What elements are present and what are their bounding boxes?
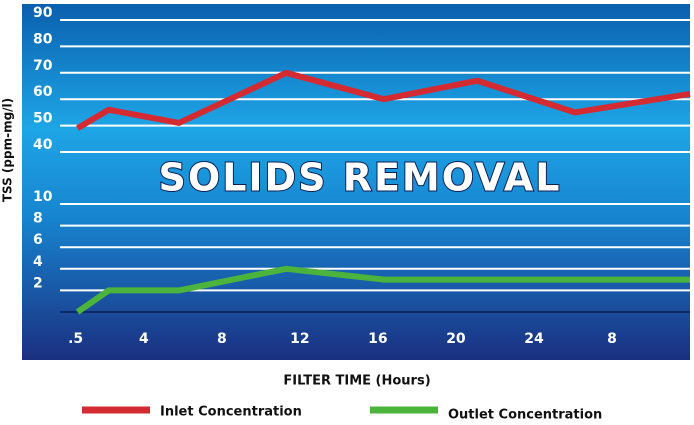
- chart: TSS (ppm-mg/l) FILTER TIME (Hours) SOLID…: [0, 0, 694, 425]
- chart-title: SOLIDS REMOVAL: [159, 156, 562, 200]
- x-tick-label: 24: [524, 331, 544, 347]
- y-axis-label: TSS (ppm-mg/l): [1, 98, 15, 202]
- y-tick-label: 70: [33, 58, 53, 74]
- page: {"chart_data": { "type": "line", "title"…: [0, 0, 694, 425]
- y-tick-label: 8: [33, 211, 43, 227]
- legend-label: Inlet Concentration: [160, 405, 302, 420]
- x-tick-label: .5: [68, 331, 83, 347]
- y-tick-label: 40: [33, 137, 53, 153]
- x-axis-label: FILTER TIME (Hours): [283, 374, 430, 389]
- y-tick-label: 80: [33, 31, 53, 47]
- x-tick-label: 8: [217, 331, 227, 347]
- y-tick-label: 4: [33, 254, 43, 270]
- x-tick-label: 8: [607, 331, 617, 347]
- y-tick-label: 6: [33, 232, 43, 248]
- y-tick-label: 10: [33, 189, 53, 205]
- x-tick-label: 4: [139, 331, 149, 347]
- x-tick-label: 12: [290, 331, 309, 347]
- y-tick-label: 90: [33, 5, 53, 21]
- y-tick-label: 60: [33, 84, 53, 100]
- x-tick-label: 16: [368, 331, 387, 347]
- y-tick-label: 2: [33, 275, 43, 291]
- legend-label: Outlet Concentration: [448, 408, 602, 423]
- x-tick-label: 20: [446, 331, 466, 347]
- y-tick-label: 50: [33, 111, 53, 127]
